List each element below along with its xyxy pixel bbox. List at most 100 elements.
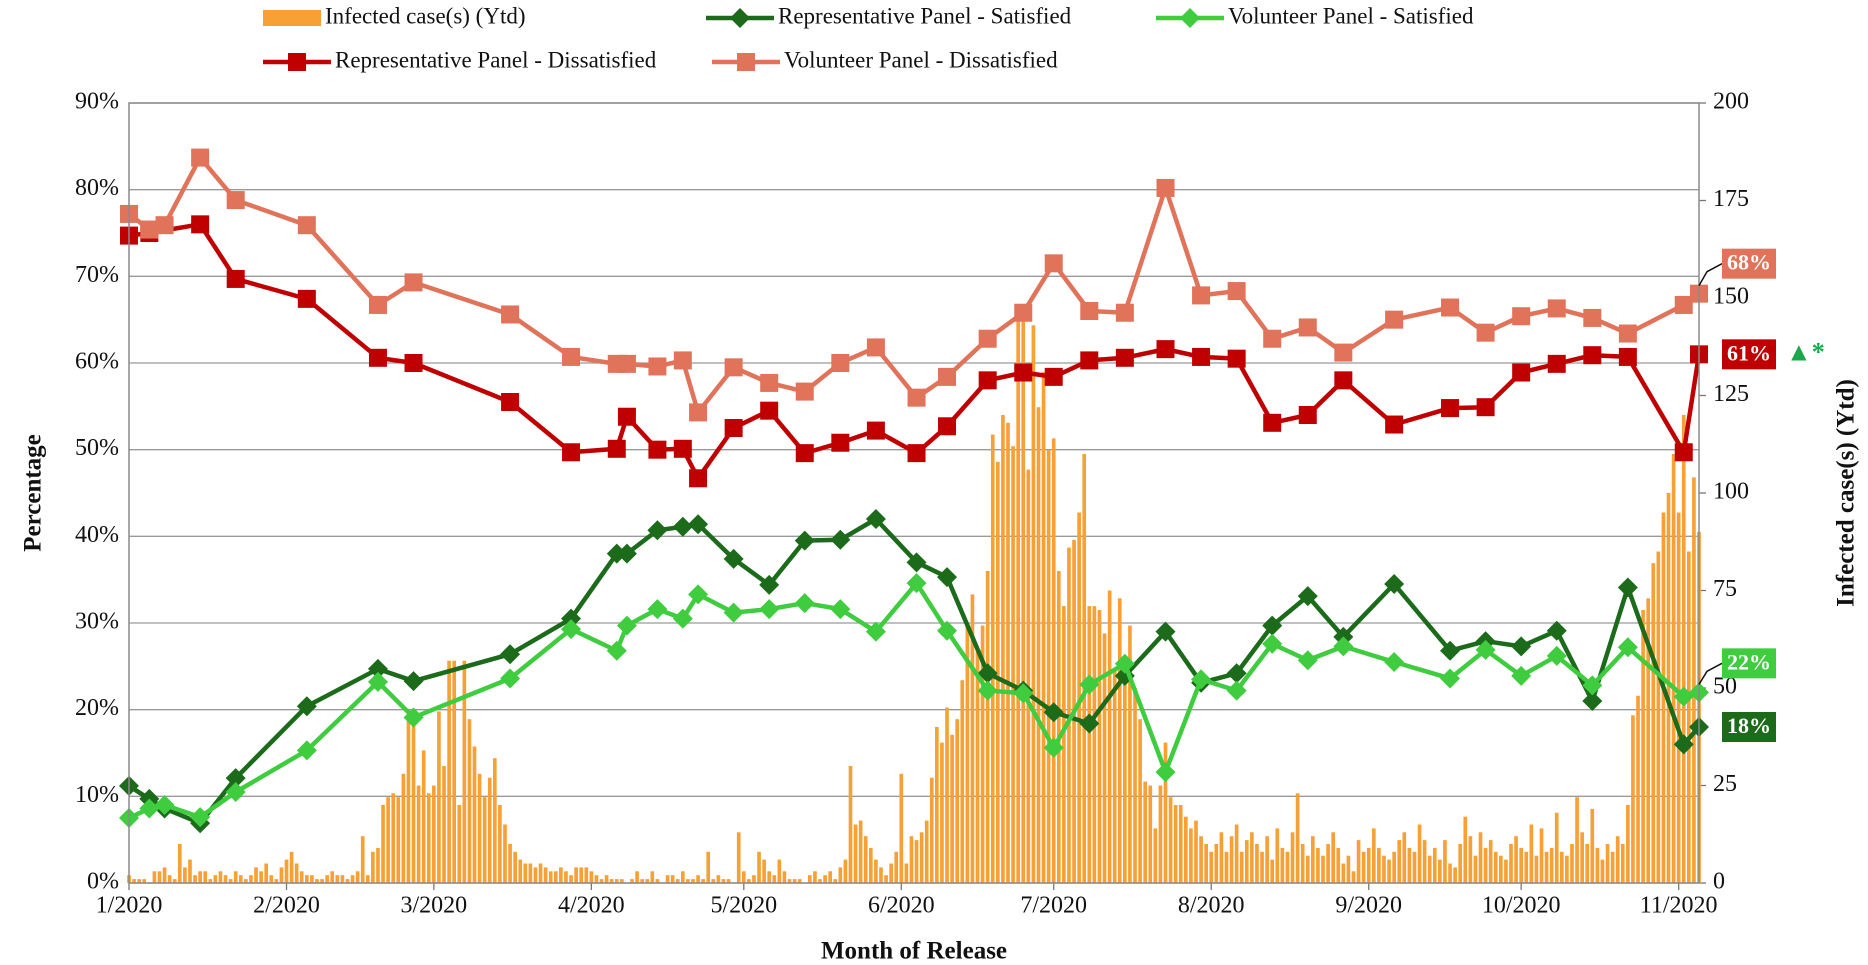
legend-label: Volunteer Panel - Dissatisfied xyxy=(784,47,1058,72)
bar xyxy=(188,859,192,883)
bar xyxy=(564,871,568,883)
bar xyxy=(559,867,563,883)
marker xyxy=(297,216,316,235)
bar xyxy=(579,867,584,883)
bar xyxy=(904,863,909,883)
bar xyxy=(797,879,802,883)
bar xyxy=(863,836,868,883)
bar xyxy=(1651,563,1656,883)
bar xyxy=(777,859,782,883)
bar xyxy=(1062,606,1066,883)
bar xyxy=(782,871,787,883)
marker xyxy=(297,289,316,308)
bar xyxy=(594,875,599,883)
bar xyxy=(1524,851,1529,883)
bar xyxy=(167,875,172,883)
bar xyxy=(305,875,309,883)
bar xyxy=(1453,867,1457,883)
bar xyxy=(1361,851,1366,883)
bar xyxy=(238,875,243,883)
marker xyxy=(1583,346,1602,365)
bar xyxy=(508,844,512,883)
bar xyxy=(975,649,980,883)
bar xyxy=(1377,847,1381,883)
bar xyxy=(1031,325,1036,883)
bar xyxy=(1544,851,1549,883)
marker xyxy=(907,388,926,407)
bar xyxy=(416,785,421,883)
bar xyxy=(1636,695,1640,883)
marker xyxy=(648,357,667,376)
bar xyxy=(223,875,228,883)
x-tick-label: 2/2020 xyxy=(253,893,320,919)
bar xyxy=(889,863,893,883)
marker xyxy=(1582,691,1603,711)
bar xyxy=(584,867,589,883)
bar xyxy=(990,434,995,883)
bar xyxy=(1148,785,1153,883)
y2-tick-label: 0 xyxy=(1713,869,1725,895)
marker xyxy=(1192,347,1211,366)
bar xyxy=(172,879,177,883)
marker xyxy=(403,671,424,692)
bar xyxy=(1021,317,1026,883)
bar xyxy=(1417,824,1422,883)
bar xyxy=(1290,832,1295,883)
marker xyxy=(724,419,743,437)
bar xyxy=(533,867,538,883)
marker xyxy=(1114,653,1135,674)
bar xyxy=(391,793,396,883)
bar xyxy=(1204,844,1208,883)
marker xyxy=(906,573,927,594)
x-tick-label: 11/2020 xyxy=(1640,893,1718,919)
marker xyxy=(1547,299,1566,318)
marker xyxy=(977,680,998,701)
bar xyxy=(279,867,284,883)
bar xyxy=(1605,844,1610,883)
bar xyxy=(604,875,609,883)
marker xyxy=(1384,574,1405,594)
marker xyxy=(140,220,159,239)
bar xyxy=(1183,816,1188,883)
bar xyxy=(914,840,919,883)
marker xyxy=(688,514,709,535)
bar xyxy=(371,851,375,883)
bar xyxy=(198,871,202,883)
marker xyxy=(689,403,708,422)
marker xyxy=(1546,645,1567,666)
bar xyxy=(1483,847,1488,883)
marker xyxy=(672,516,693,537)
bar xyxy=(142,879,147,883)
end-label: 61% xyxy=(1727,340,1771,365)
end-label: 18% xyxy=(1727,713,1771,738)
legend-item: Representative Panel - Dissatisfied xyxy=(263,47,657,72)
bar xyxy=(1026,469,1031,883)
bar xyxy=(853,824,858,883)
bar xyxy=(1397,840,1402,883)
bar xyxy=(1036,407,1041,883)
bar xyxy=(1112,668,1117,883)
bar xyxy=(1432,847,1437,883)
bar xyxy=(1514,836,1518,883)
bar xyxy=(442,766,446,883)
bar xyxy=(868,847,873,883)
bar xyxy=(1443,840,1447,883)
bar xyxy=(1214,844,1219,883)
marker xyxy=(1262,633,1283,654)
y-tick-label: 20% xyxy=(75,695,119,721)
legend-label: Representative Panel - Dissatisfied xyxy=(335,47,657,72)
bar xyxy=(823,875,827,883)
marker xyxy=(1440,668,1461,689)
bar xyxy=(315,879,319,883)
marker xyxy=(724,358,743,377)
bar xyxy=(655,879,660,883)
bar xyxy=(1041,372,1046,883)
marker xyxy=(1475,639,1496,660)
bar xyxy=(259,871,263,883)
marker xyxy=(616,615,637,636)
line xyxy=(128,580,1700,821)
marker xyxy=(907,444,926,463)
marker xyxy=(794,593,815,614)
annotation: ▲* xyxy=(1786,337,1825,366)
bar xyxy=(1646,598,1651,883)
